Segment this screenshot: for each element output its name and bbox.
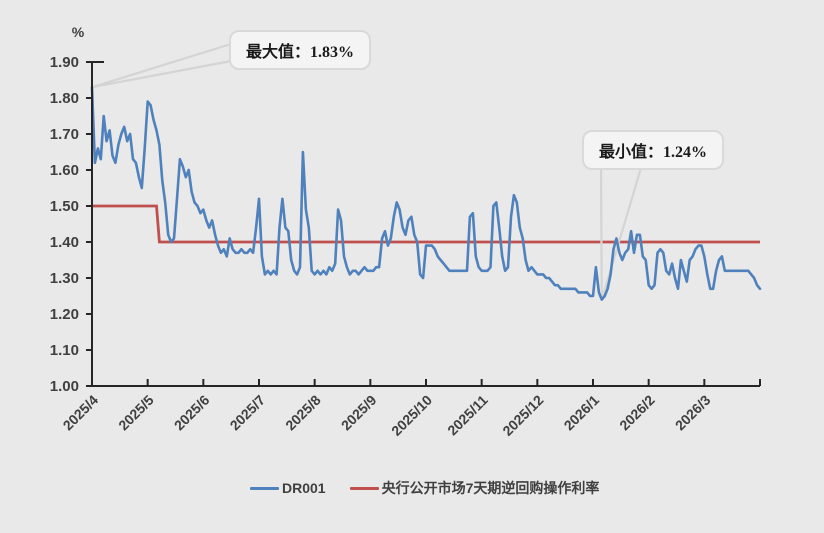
x-tick-label: 2025/5: [115, 392, 157, 434]
min-value-callout: 最小值：1.24%: [582, 130, 725, 170]
legend-item-policy-rate: 央行公开市场7天期逆回购操作利率: [349, 478, 600, 498]
y-tick-label: 1.80: [50, 90, 79, 107]
chart-legend: DR001 央行公开市场7天期逆回购操作利率: [250, 478, 599, 498]
x-tick-label: 2026/3: [672, 392, 714, 434]
min-callout-leader-line: [600, 167, 643, 300]
x-tick-label: 2025/7: [227, 392, 269, 434]
y-tick-label: 1.50: [50, 198, 79, 215]
policy-rate-line: [92, 204, 760, 244]
x-tick-label: 2025/10: [388, 392, 435, 439]
x-tick-label: 2026/2: [616, 392, 658, 434]
y-tick-label: 1.90: [50, 54, 79, 71]
y-tick-label: 1.20: [50, 306, 79, 323]
y-axis-unit-label: %: [71, 24, 85, 40]
x-tick-label: 2025/6: [171, 392, 213, 434]
y-tick-label: 1.40: [50, 234, 79, 251]
legend-marker-policy-rate: [349, 486, 379, 490]
x-tick-label: 2025/12: [499, 392, 546, 439]
x-tick-label: 2025/11: [444, 392, 491, 439]
max-callout-leader-line: [91, 42, 232, 89]
y-tick-label: 1.30: [50, 270, 79, 287]
y-tick-label: 1.00: [50, 378, 79, 395]
x-tick-label: 2025/9: [338, 392, 380, 434]
x-tick-label: 2025/4: [60, 392, 102, 434]
legend-label-dr001: DR001: [282, 480, 326, 496]
x-tick-label: 2025/8: [282, 392, 324, 434]
legend-item-dr001: DR001: [250, 480, 326, 496]
x-tick-label: 2026/1: [561, 392, 603, 434]
y-tick-label: 1.10: [50, 342, 79, 359]
y-tick-label: 1.70: [50, 126, 79, 143]
dr001-line: [90, 85, 762, 301]
legend-label-policy-rate: 央行公开市场7天期逆回购操作利率: [381, 480, 600, 496]
max-callout-leader-line: [91, 59, 232, 89]
max-value-callout: 最大值：1.83%: [229, 30, 372, 70]
y-tick-label: 1.60: [50, 162, 79, 179]
min-callout-leader-line: [599, 167, 603, 300]
legend-marker-dr001: [250, 486, 279, 490]
